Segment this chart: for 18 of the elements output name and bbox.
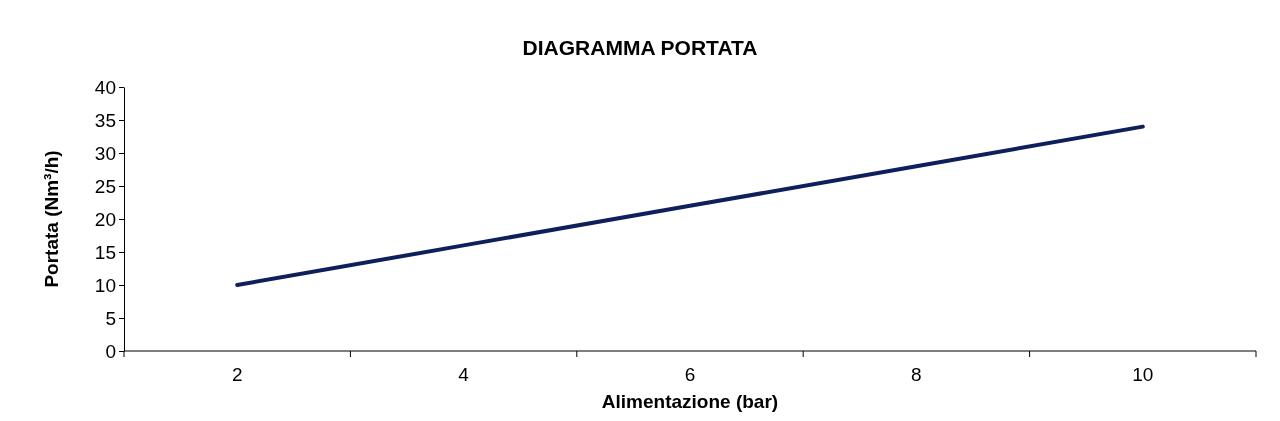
x-tick-label: 10 [1132, 364, 1154, 385]
y-tick-label: 10 [94, 274, 116, 296]
x-tick-label: 8 [911, 364, 922, 385]
y-tick-label: 35 [94, 109, 116, 131]
y-tick-label: 0 [105, 340, 116, 362]
x-tick-label: 4 [458, 364, 470, 385]
chart-title: DIAGRAMMA PORTATA [522, 36, 758, 59]
y-tick-label: 40 [94, 76, 116, 98]
y-tick-label: 30 [94, 142, 116, 164]
y-tick-label: 5 [105, 307, 116, 329]
line-series [235, 124, 1145, 287]
y-tick-label: 20 [94, 208, 116, 230]
x-tick-label: 2 [231, 364, 243, 385]
x-axis-title: Alimentazione (bar) [601, 391, 779, 412]
y-axis-title: Portata (Nm³/h) [41, 150, 62, 288]
x-tick-label: 6 [684, 364, 696, 385]
y-tick-label: 25 [94, 175, 116, 197]
y-tick-label: 15 [94, 241, 116, 263]
